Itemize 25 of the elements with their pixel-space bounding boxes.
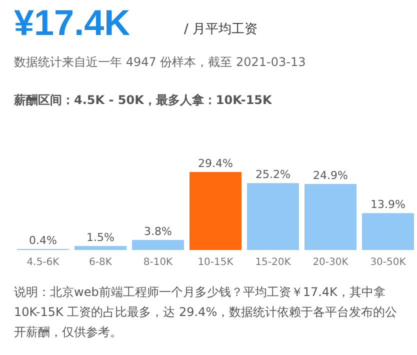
data-label: 24.9% bbox=[313, 168, 348, 182]
text: 薪酬区间：4.5K - 50K，最多人拿：10K-15K bbox=[14, 92, 272, 109]
x-tick-label: 15-20K bbox=[255, 257, 292, 268]
bar bbox=[247, 183, 299, 250]
chart-title: ¥17.4K bbox=[14, 2, 130, 44]
bar bbox=[304, 184, 356, 250]
data-label: 3.8% bbox=[144, 224, 172, 238]
x-tick-label: 20-30K bbox=[312, 257, 349, 268]
x-tick-label: 6-8K bbox=[89, 257, 112, 268]
data-label: 0.4% bbox=[29, 234, 57, 247]
x-tick-label: 30-50K bbox=[370, 257, 406, 268]
x-tick-label: 10-15K bbox=[198, 257, 234, 268]
bar bbox=[362, 213, 414, 250]
chart-subtitle: / 月平均工资 bbox=[184, 21, 258, 38]
x-tick-label: 4.5-6K bbox=[26, 257, 60, 268]
text: 说明：北京web前端工程师一个月多少钱？平均工资￥17.4K，其中拿 10K-15K 工资的占比最多，达 29.4%，数据统计依赖于各平台发布的公开薪酬，仅供参考。 bbox=[14, 284, 398, 341]
data-label: 1.5% bbox=[86, 231, 114, 244]
bar bbox=[190, 172, 242, 250]
bar bbox=[132, 240, 184, 250]
data-label: 29.4% bbox=[198, 157, 233, 170]
data-label: 25.2% bbox=[256, 168, 290, 182]
data-label: 13.9% bbox=[370, 198, 406, 212]
x-tick-label: 8-10K bbox=[143, 257, 174, 268]
text: 数据统计来自近一年 4947 份样本，截至 2021-03-13 bbox=[14, 54, 306, 71]
bar bbox=[74, 246, 126, 250]
